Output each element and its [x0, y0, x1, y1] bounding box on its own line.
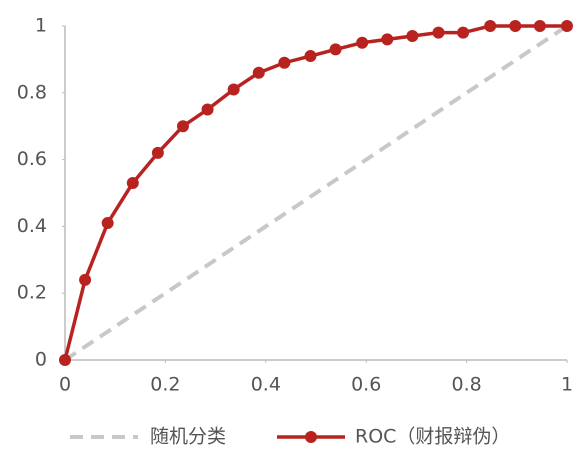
marker — [432, 26, 445, 39]
y-tick-label: 0.4 — [17, 215, 47, 237]
y-tick-label: 0.8 — [17, 81, 47, 103]
marker — [151, 146, 164, 159]
legend-label: 随机分类 — [150, 426, 226, 448]
marker — [252, 66, 265, 79]
series-line — [63, 24, 569, 362]
x-tick-label: 1 — [561, 374, 573, 396]
marker — [101, 217, 114, 230]
marker — [484, 20, 497, 32]
x-tick-label: 0.4 — [251, 374, 281, 396]
x-tick-label: 0 — [59, 374, 71, 396]
marker — [201, 103, 214, 116]
x-tick-label: 0.2 — [150, 374, 180, 396]
y-tick-label: 0.2 — [17, 282, 47, 304]
y-tick-label: 1 — [35, 15, 47, 37]
legend-label: ROC（财报辩伪） — [355, 426, 510, 448]
marker — [304, 50, 317, 63]
marker — [406, 30, 419, 43]
marker — [561, 20, 573, 32]
marker — [227, 83, 240, 96]
marker — [356, 36, 369, 49]
y-tick-label: 0 — [35, 349, 47, 371]
y-tick-label: 0.6 — [17, 148, 47, 170]
x-tick-label: 0.6 — [351, 374, 381, 396]
marker — [126, 176, 139, 189]
legend-marker — [305, 431, 317, 443]
marker — [79, 273, 92, 286]
marker — [278, 56, 291, 69]
marker — [176, 120, 189, 133]
marker — [329, 43, 342, 56]
marker — [509, 20, 522, 32]
x-tick-label: 0.8 — [451, 374, 481, 396]
marker — [381, 33, 394, 46]
marker — [533, 20, 546, 32]
marker — [59, 354, 71, 366]
marker — [457, 26, 470, 39]
